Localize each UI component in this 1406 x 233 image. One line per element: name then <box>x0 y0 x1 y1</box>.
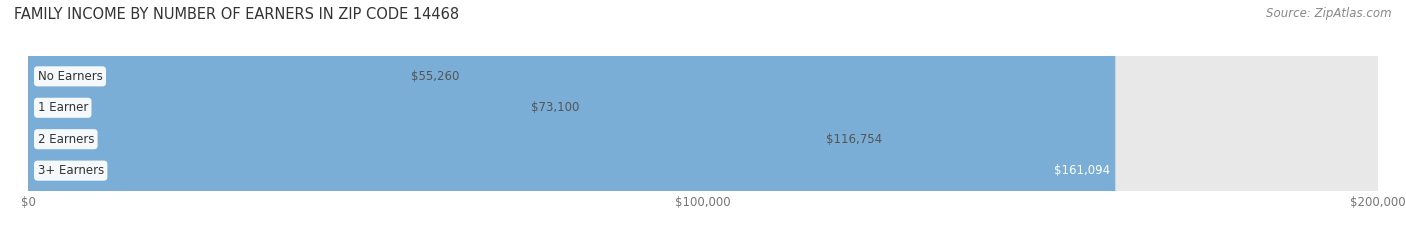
FancyBboxPatch shape <box>28 0 522 233</box>
Text: $55,260: $55,260 <box>411 70 458 83</box>
FancyBboxPatch shape <box>28 0 1378 233</box>
Text: 3+ Earners: 3+ Earners <box>38 164 104 177</box>
Text: $161,094: $161,094 <box>1053 164 1109 177</box>
FancyBboxPatch shape <box>28 0 815 233</box>
FancyBboxPatch shape <box>28 0 1115 233</box>
Text: 2 Earners: 2 Earners <box>38 133 94 146</box>
FancyBboxPatch shape <box>28 0 1378 233</box>
FancyBboxPatch shape <box>28 0 401 233</box>
Text: $116,754: $116,754 <box>825 133 882 146</box>
Text: FAMILY INCOME BY NUMBER OF EARNERS IN ZIP CODE 14468: FAMILY INCOME BY NUMBER OF EARNERS IN ZI… <box>14 7 460 22</box>
Text: 1 Earner: 1 Earner <box>38 101 89 114</box>
FancyBboxPatch shape <box>28 0 1378 233</box>
FancyBboxPatch shape <box>28 0 1378 233</box>
Text: $73,100: $73,100 <box>531 101 579 114</box>
Text: No Earners: No Earners <box>38 70 103 83</box>
Text: Source: ZipAtlas.com: Source: ZipAtlas.com <box>1267 7 1392 20</box>
